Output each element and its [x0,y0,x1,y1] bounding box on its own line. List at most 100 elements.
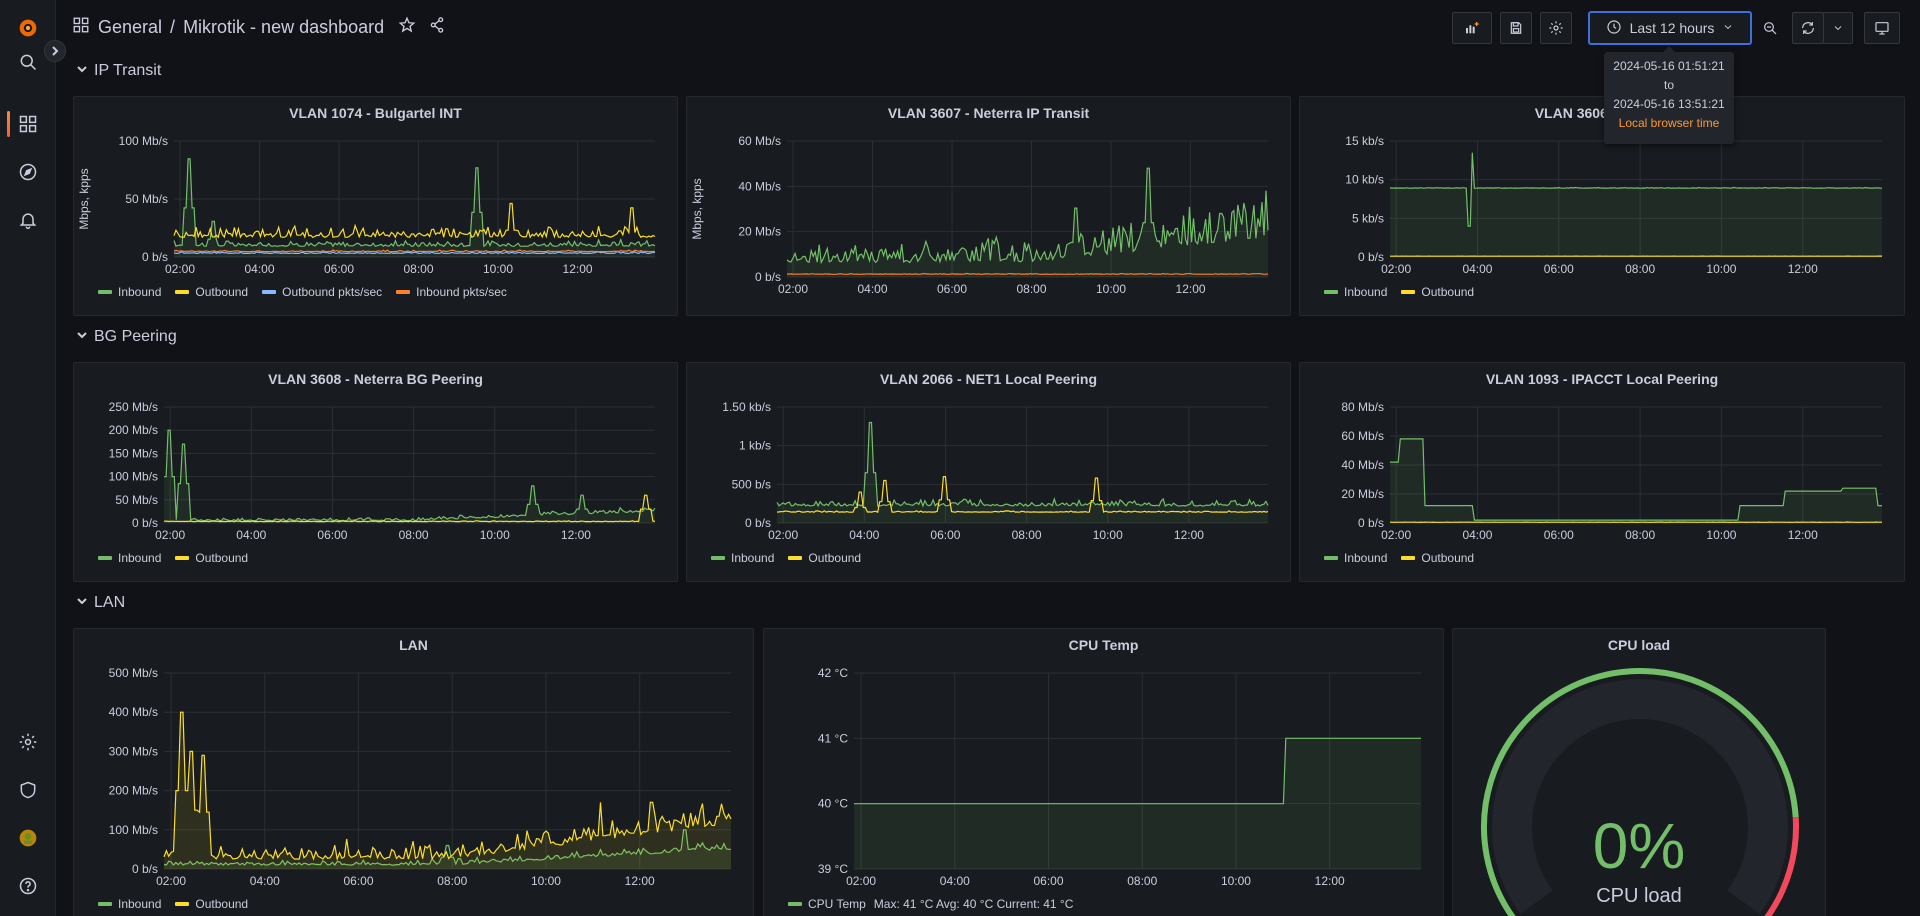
gauge-track [1492,679,1788,914]
y-tick-label: 40 Mb/s [738,179,781,193]
x-tick-label: 10:00 [1706,262,1736,276]
legend-item[interactable]: Outbound [1401,285,1474,299]
server-admin-shield-icon[interactable] [14,776,42,804]
x-tick-label: 04:00 [236,528,266,542]
panel-vlan-3608[interactable]: VLAN 3608 - Neterra BG Peering 250 Mb/s 20… [73,362,678,582]
sidebar-active-indicator [7,111,10,137]
search-icon[interactable] [14,48,42,76]
series-line [776,476,1269,514]
refresh-interval-dropdown[interactable] [1823,12,1853,44]
x-tick-label: 06:00 [317,528,347,542]
y-tick-label: 50 Mb/s [115,493,158,507]
legend-item[interactable]: Inbound [98,285,161,299]
legend-swatch [175,290,190,294]
legend-item[interactable]: Inbound pkts/sec [396,285,507,299]
refresh-dashboard-button[interactable] [1792,12,1824,44]
add-panel-button[interactable] [1452,12,1492,44]
grafana-logo-icon[interactable] [14,14,42,42]
save-dashboard-button[interactable] [1500,12,1532,44]
legend-item[interactable]: CPU Temp [788,897,866,911]
y-tick-label: 300 Mb/s [109,744,158,758]
x-tick-label: 04:00 [245,262,275,276]
legend-item[interactable]: Outbound [175,551,248,565]
alerting-bell-icon[interactable] [14,206,42,234]
x-tick-label: 06:00 [937,282,967,296]
dashboard-title[interactable]: Mikrotik - new dashboard [183,17,385,37]
configuration-gear-icon[interactable] [14,728,42,756]
dashboards-icon[interactable] [14,110,42,138]
y-tick-label: 0 b/s [755,270,781,284]
row-bg-peering[interactable]: BG Peering [76,328,177,346]
series-line [163,494,656,523]
panel-vlan-1093[interactable]: VLAN 1093 - IPACCT Local Peering 80 Mb/s 6… [1299,362,1905,582]
row-title-label: IP Transit [94,62,162,79]
y-tick-label: 39 °C [818,862,848,876]
row-lan[interactable]: LAN [76,594,125,612]
legend-swatch [262,290,277,294]
panel-vlan-3606[interactable]: VLAN 3606 - Neterra 15 kb/s 10 kb/s 5 kb/s 0… [1299,96,1905,316]
series-line [173,158,656,248]
legend-item[interactable]: Inbound [98,551,161,565]
y-tick-label: 10 kb/s [1345,173,1384,187]
gauge-value: 0% [1592,810,1686,882]
x-tick-label: 04:00 [250,874,280,888]
time-range-picker[interactable]: Last 12 hours [1589,12,1751,44]
panel-lan[interactable]: LAN 500 Mb/s 400 Mb/s 300 Mb/s 200 Mb/s 100 M… [73,628,754,916]
legend-item[interactable]: Outbound [175,285,248,299]
legend-swatch [175,556,190,560]
y-axis-label: Mbps, kpps [690,178,704,239]
chart-legend: Inbound Outbound [1324,551,1474,565]
row-ip-transit[interactable]: IP Transit [76,62,161,80]
legend-label: Outbound [1421,551,1475,565]
y-tick-label: 60 Mb/s [1341,429,1384,443]
dashboard-settings-button[interactable] [1540,12,1572,44]
chart-legend: CPU Temp Max: 41 °C Avg: 40 °C Current: 4… [788,897,1073,911]
x-tick-label: 12:00 [625,874,655,888]
legend-label: Inbound [731,551,775,565]
row-title-label: LAN [94,594,126,611]
legend-item[interactable]: Outbound [175,897,248,911]
legend-item[interactable]: Outbound pkts/sec [262,285,382,299]
legend-item[interactable]: Inbound [1324,285,1387,299]
legend-item[interactable]: Outbound [788,551,861,565]
series-line [786,272,1269,275]
y-tick-label: 0 b/s [132,862,158,876]
x-tick-label: 02:00 [768,528,798,542]
timeseries-chart: 15 kb/s 10 kb/s 5 kb/s 0 b/s02:00 04:00 06:00… [1345,134,1883,276]
legend-item[interactable]: Inbound [1324,551,1387,565]
breadcrumb-folder[interactable]: General [98,17,163,37]
panel-vlan-2066[interactable]: VLAN 2066 - NET1 Local Peering 1.50 kb/s 1… [686,362,1291,582]
panel-vlan-1074[interactable]: VLAN 1074 - Bulgartel INT 100 Mb/s 50 Mb/s… [73,96,678,316]
star-icon[interactable] [398,16,416,39]
x-tick-label: 04:00 [858,282,888,296]
legend-label: Inbound [118,897,162,911]
series-line [163,829,731,866]
row-collapse-chevron-icon [76,62,88,80]
expand-sidebar-button[interactable] [44,40,66,62]
x-tick-label: 08:00 [399,528,429,542]
y-tick-label: 0 b/s [1358,516,1384,530]
y-tick-label: 500 b/s [732,477,771,491]
gauge-arc-green [1481,668,1799,916]
panel-vlan-3607[interactable]: VLAN 3607 - Neterra IP Transit 60 Mb/s 40 … [686,96,1291,316]
x-tick-label: 12:00 [1788,262,1818,276]
legend-item[interactable]: Inbound [711,551,774,565]
chart-legend: Inbound Outbound [711,551,861,565]
y-tick-label: 80 Mb/s [1341,400,1384,414]
panel-title: CPU load [1607,637,1671,653]
legend-item[interactable]: Outbound [1401,551,1474,565]
cycle-view-mode-button[interactable] [1864,12,1900,44]
panel-cpu-temp[interactable]: CPU Temp 42 °C 41 °C 40 °C 39 °C 02:00 04:00 06… [763,628,1444,916]
share-icon[interactable] [428,16,446,39]
user-avatar-icon[interactable] [14,824,42,852]
x-tick-label: 12:00 [1174,528,1204,542]
y-tick-label: 1 kb/s [739,439,771,453]
zoom-out-time-button[interactable] [1754,12,1786,44]
legend-item[interactable]: Inbound [98,897,161,911]
x-tick-label: 04:00 [849,528,879,542]
panel-cpu-load[interactable]: CPU load 0% CPU load [1452,628,1826,916]
explore-compass-icon[interactable] [14,158,42,186]
help-icon[interactable] [14,872,42,900]
y-tick-label: 5 kb/s [1352,211,1384,225]
legend-swatch [1401,290,1416,294]
